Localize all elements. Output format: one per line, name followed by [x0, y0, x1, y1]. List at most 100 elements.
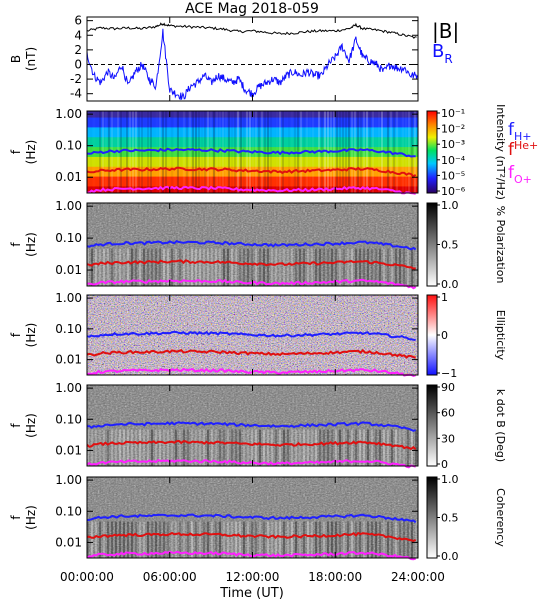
- spectrogram-streak: [147, 248, 149, 286]
- spectrogram-streak: [383, 248, 385, 286]
- y-tick-label: 0.10: [55, 504, 82, 518]
- series-line-f-heplus: [86, 166, 417, 178]
- spectrogram-streak: [135, 248, 137, 286]
- spectrogram-streak: [199, 248, 201, 286]
- spectrogram-streak: [387, 521, 389, 558]
- spectrogram-streak: [227, 248, 229, 286]
- y-axis-label: B: [9, 55, 23, 63]
- spectrogram-streak: [162, 111, 164, 193]
- spectrogram-streak: [354, 111, 356, 193]
- spectrogram-streak: [199, 521, 201, 558]
- spectrogram-streak: [159, 248, 161, 286]
- spectrogram-streak: [103, 429, 105, 466]
- y-tick-label: 0: [74, 57, 82, 71]
- spectrogram-streak: [139, 521, 141, 558]
- y-axis-unit: (Hz): [24, 413, 38, 438]
- colorbar-label: k dot B (Deg): [494, 389, 507, 462]
- spectrogram-streak: [327, 429, 329, 466]
- spectrogram-streak: [315, 248, 317, 286]
- spectrogram-streak: [251, 248, 253, 286]
- spectrogram-streak: [363, 429, 365, 466]
- spectrogram-streak: [180, 111, 182, 193]
- x-tick-label: 24:00:00: [391, 570, 445, 584]
- spectrogram-streak: [175, 521, 177, 558]
- mag-legend: |B| BR: [432, 19, 459, 66]
- y-tick-label: -2: [70, 72, 82, 86]
- spectrogram-streak: [375, 248, 377, 286]
- spectrogram-streak: [107, 248, 109, 286]
- spectrogram-streak: [415, 248, 417, 286]
- spectrogram-streak: [267, 111, 269, 193]
- spectrogram-streak: [297, 111, 299, 193]
- spectrogram-streak: [211, 429, 213, 466]
- spectrogram-streak: [168, 111, 170, 193]
- spectrogram-streak: [335, 248, 337, 286]
- spectrogram-streak: [303, 248, 305, 286]
- spectrogram-streak: [408, 111, 410, 193]
- spectrogram-streak: [379, 248, 381, 286]
- y-axis-unit: (Hz): [24, 140, 38, 165]
- spectrogram-streak: [393, 111, 395, 193]
- spectrogram-streak: [255, 521, 257, 558]
- spectrogram-streak: [163, 521, 165, 558]
- spectrogram-streak: [123, 111, 125, 193]
- x-axis: 00:00:00 06:00:00 12:00:00 18:00:00 24:00:00: [60, 17, 445, 584]
- spectrogram-streak: [135, 429, 137, 466]
- spectrogram-streak: [143, 521, 145, 558]
- y-tick-label: 1.00: [55, 107, 82, 121]
- spectrogram-streak: [247, 521, 249, 558]
- spectrogram-streak: [415, 521, 417, 558]
- spectrogram-streak: [91, 248, 93, 286]
- colorbar-tick-label: 60: [441, 407, 455, 420]
- spectrogram-streak: [204, 111, 206, 193]
- spectrogram-streak: [99, 521, 101, 558]
- y-tick-label: 1.00: [55, 381, 82, 395]
- spectrogram-streak: [239, 429, 241, 466]
- spectrogram-streak: [348, 111, 350, 193]
- spectrogram-streak: [371, 429, 373, 466]
- panel-polarization: 1.00 0.10 0.01 f (Hz) 1.0 0.5 0.0 % Polarization: [9, 199, 507, 291]
- spectrogram-streak: [355, 248, 357, 286]
- spectrogram-streak: [211, 521, 213, 558]
- spectrogram-streak: [319, 429, 321, 466]
- spectrogram-streak: [126, 111, 128, 193]
- spectrogram-streak: [247, 429, 249, 466]
- spectrogram-streak: [147, 521, 149, 558]
- spectrogram-streak: [223, 521, 225, 558]
- spectrogram-streak: [323, 429, 325, 466]
- spectrogram-streak: [402, 111, 404, 193]
- legend-b-r: BR: [432, 41, 453, 66]
- series-line-f-oplus: [86, 550, 416, 561]
- spectrogram-streak: [283, 521, 285, 558]
- spectrogram-streak: [315, 521, 317, 558]
- spectrogram-streak: [235, 429, 237, 466]
- spectrogram-streak: [259, 521, 261, 558]
- spectrogram-streak: [99, 429, 101, 466]
- spectrogram-streak: [347, 248, 349, 286]
- series-line-f-hplus: [86, 147, 416, 158]
- spectrogram-streak: [119, 248, 121, 286]
- spectrogram-streak: [311, 521, 313, 558]
- spectrogram-streak: [251, 429, 253, 466]
- spectrogram-streak: [107, 521, 109, 558]
- spectrogram-streak: [351, 111, 353, 193]
- spectrogram-streak: [375, 521, 377, 558]
- spectrogram-streak: [287, 248, 289, 286]
- spectrogram-streak: [315, 429, 317, 466]
- spectrogram-streak: [107, 429, 109, 466]
- y-tick-label: 2: [74, 43, 82, 57]
- spectrogram-streak: [115, 248, 117, 286]
- spectrogram-streak: [342, 111, 344, 193]
- spectrogram-streak: [307, 248, 309, 286]
- spectrogram-streak: [299, 521, 301, 558]
- spectrogram-streak: [186, 111, 188, 193]
- y-tick-label: 0.01: [55, 263, 82, 277]
- spectrogram-streak: [103, 521, 105, 558]
- spectrogram-streak: [287, 429, 289, 466]
- spectrogram-streak: [187, 521, 189, 558]
- spectrogram-streak: [343, 248, 345, 286]
- spectrogram-streak: [147, 111, 149, 193]
- spectrogram-streak: [295, 429, 297, 466]
- y-tick-label: 1.00: [55, 199, 82, 213]
